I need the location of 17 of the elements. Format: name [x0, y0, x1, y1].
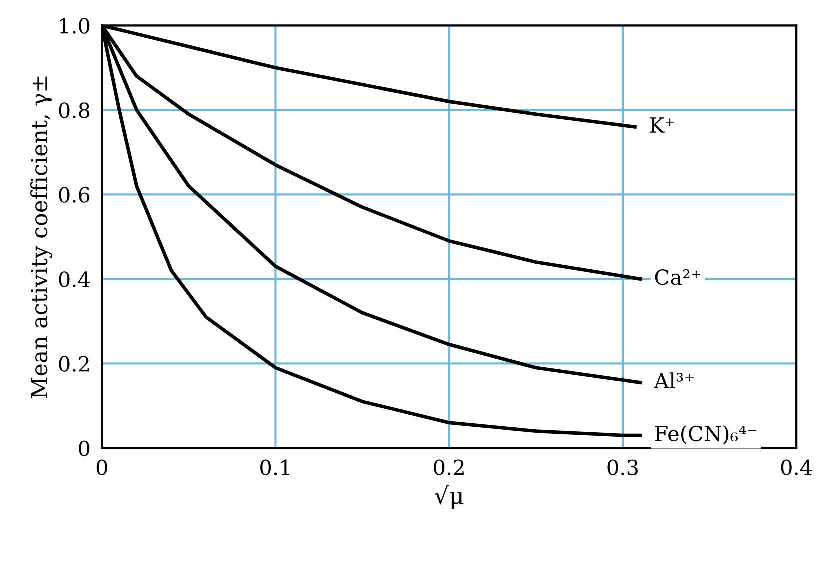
series-label: Fe(CN)₆⁴⁻	[655, 425, 757, 445]
x-tick-label: 0	[96, 460, 108, 476]
x-tick-label: 0.3	[608, 460, 638, 476]
y-tick-label: 1.0	[60, 18, 90, 34]
x-tick-label: 0.4	[781, 460, 812, 476]
y-axis-title: Mean activity coefficient, γ±	[30, 76, 52, 398]
y-tick-label: 0.8	[59, 102, 90, 118]
series-label: Ca²⁺	[655, 270, 701, 286]
x-tick-label: 0.1	[260, 460, 290, 476]
x-tick-label: 0.2	[434, 460, 464, 476]
series-label: Al³⁺	[654, 372, 694, 388]
y-tick-label: 0.6	[59, 187, 90, 203]
x-axis-title: √μ	[434, 485, 464, 510]
y-tick-label: 0.4	[59, 272, 90, 288]
series-label: K⁺	[650, 118, 674, 133]
y-tick-label: 0.2	[59, 356, 89, 372]
y-tick-label: 0	[79, 440, 90, 456]
